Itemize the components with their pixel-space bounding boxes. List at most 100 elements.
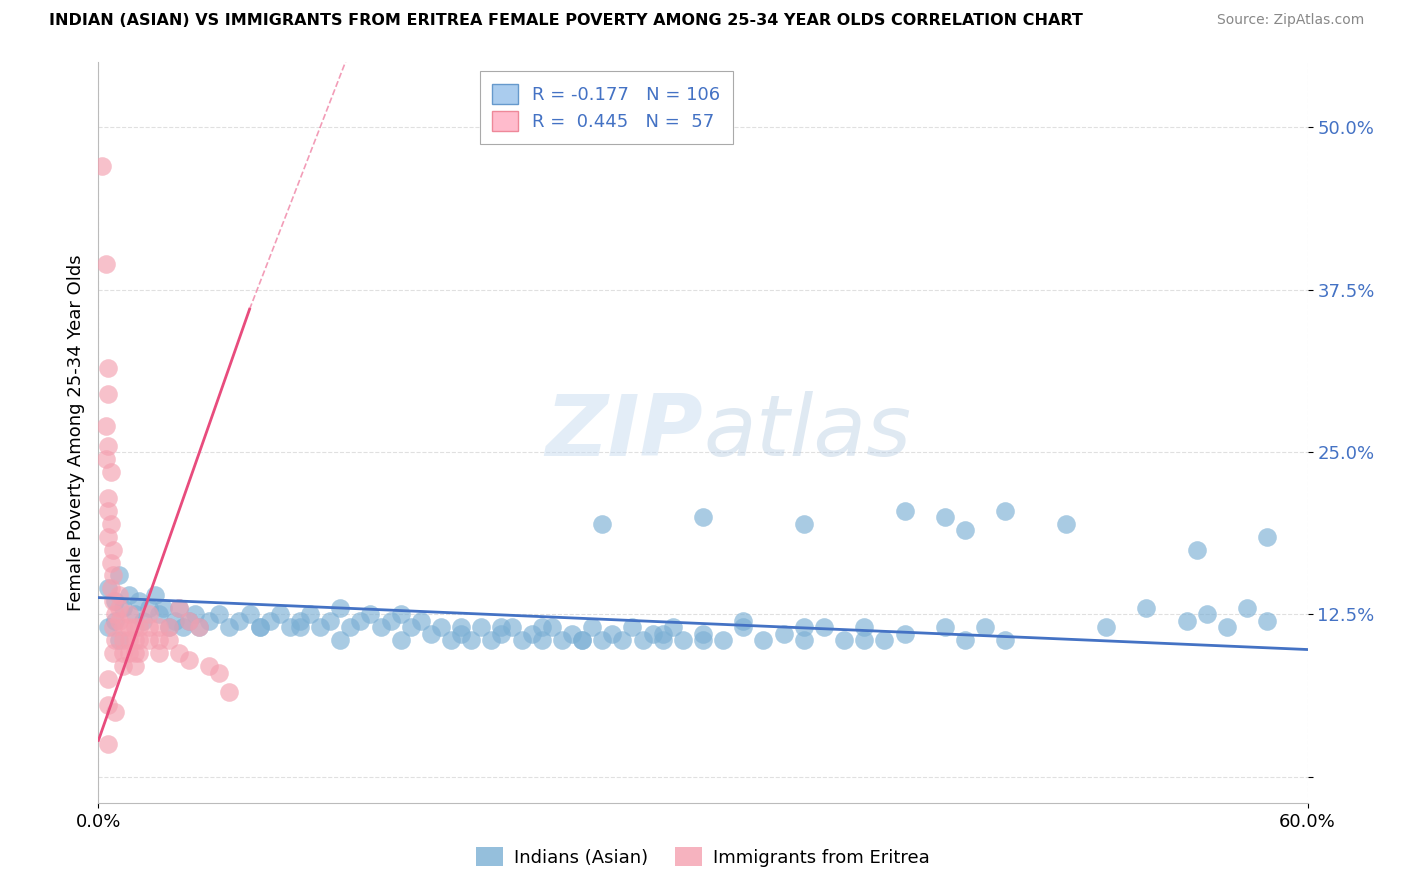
Point <box>100 465 122 479</box>
Point <box>631 633 654 648</box>
Point <box>772 627 794 641</box>
Point <box>752 633 775 648</box>
Point <box>208 665 231 680</box>
Point <box>97 439 120 453</box>
Point <box>651 633 673 648</box>
Point <box>339 620 361 634</box>
Point <box>641 627 664 641</box>
Point <box>430 620 453 634</box>
Point <box>329 633 352 648</box>
Point <box>1256 529 1278 543</box>
Point <box>692 510 714 524</box>
Point <box>124 659 146 673</box>
Point <box>97 698 120 713</box>
Point <box>591 516 613 531</box>
Point <box>813 620 835 634</box>
Point <box>128 620 150 634</box>
Point <box>118 620 141 634</box>
Point <box>571 633 593 648</box>
Point <box>612 633 634 648</box>
Point <box>672 633 695 648</box>
Point <box>184 607 207 622</box>
Point <box>994 633 1017 648</box>
Point <box>602 627 624 641</box>
Point <box>571 633 593 648</box>
Point <box>1135 601 1157 615</box>
Point <box>138 633 160 648</box>
Point <box>103 594 125 608</box>
Point <box>893 627 915 641</box>
Point <box>491 620 513 634</box>
Point <box>124 607 146 622</box>
Point <box>118 647 141 661</box>
Point <box>148 647 170 661</box>
Point <box>733 620 755 634</box>
Point <box>994 503 1017 517</box>
Point <box>692 633 714 648</box>
Point <box>97 737 120 751</box>
Point <box>148 633 170 648</box>
Point <box>1175 614 1198 628</box>
Point <box>591 633 613 648</box>
Point <box>974 620 997 634</box>
Point <box>561 627 583 641</box>
Point <box>440 633 463 648</box>
Point <box>360 607 382 622</box>
Point <box>157 620 180 634</box>
Point <box>934 510 956 524</box>
Point <box>111 647 134 661</box>
Point <box>148 620 170 634</box>
Point <box>540 620 562 634</box>
Point <box>1236 601 1258 615</box>
Legend: R = -0.177   N = 106, R =  0.445   N =  57: R = -0.177 N = 106, R = 0.445 N = 57 <box>479 71 733 144</box>
Point <box>97 673 120 687</box>
Point <box>1195 607 1218 622</box>
Point <box>510 633 533 648</box>
Point <box>621 620 644 634</box>
Point <box>450 620 472 634</box>
Point <box>179 653 201 667</box>
Point <box>124 647 146 661</box>
Point <box>103 607 125 622</box>
Point <box>124 620 146 634</box>
Point <box>101 647 124 661</box>
Point <box>101 594 124 608</box>
Point <box>832 633 855 648</box>
Point <box>96 451 118 466</box>
Point <box>481 633 503 648</box>
Point <box>97 386 120 401</box>
Point <box>450 627 472 641</box>
Point <box>157 620 180 634</box>
Point <box>118 607 141 622</box>
Point <box>953 633 976 648</box>
Text: ZIP: ZIP <box>546 391 703 475</box>
Point <box>470 620 492 634</box>
Point <box>107 588 129 602</box>
Point <box>167 647 190 661</box>
Point <box>733 614 755 628</box>
Point <box>128 647 150 661</box>
Point <box>269 607 291 622</box>
Point <box>853 633 876 648</box>
Point <box>111 620 134 634</box>
Point <box>420 627 443 641</box>
Point <box>551 633 574 648</box>
Point <box>249 620 271 634</box>
Point <box>530 620 553 634</box>
Point <box>893 503 915 517</box>
Point <box>111 633 134 648</box>
Point <box>198 614 221 628</box>
Point <box>100 516 122 531</box>
Point <box>309 620 332 634</box>
Point <box>107 614 129 628</box>
Point <box>101 620 124 634</box>
Point <box>107 568 129 582</box>
Point <box>1256 614 1278 628</box>
Point <box>460 633 482 648</box>
Point <box>96 257 118 271</box>
Point <box>107 633 129 648</box>
Point <box>218 685 240 699</box>
Point <box>111 601 134 615</box>
Point <box>97 620 120 634</box>
Point <box>389 607 412 622</box>
